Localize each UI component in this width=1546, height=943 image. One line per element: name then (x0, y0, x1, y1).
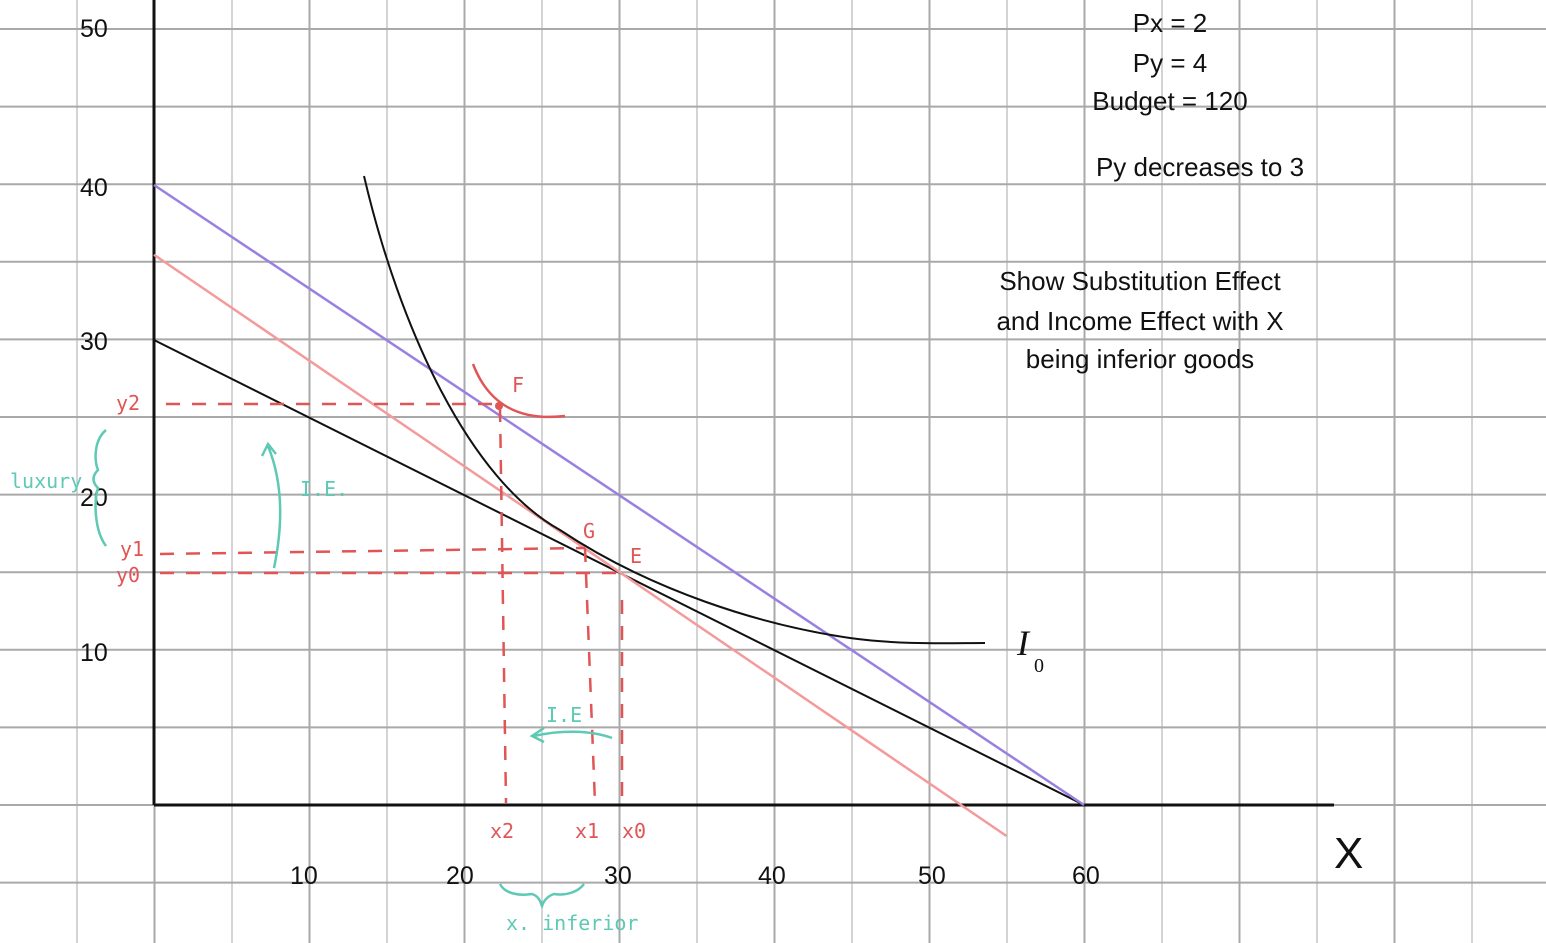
income-effect-arrow-horizontal (529, 726, 613, 744)
label-x2: x2 (490, 819, 514, 843)
point-label-e: E (630, 544, 642, 568)
x-inferior-brace (498, 883, 585, 910)
x-tick-label: 10 (290, 862, 318, 890)
x-tick-label: 30 (604, 862, 632, 890)
curve-label-subscript: 0 (1034, 655, 1044, 677)
label-y2: y2 (116, 391, 140, 415)
y-tick-label: 10 (80, 639, 108, 667)
compensated-budget-line (153, 253, 1008, 838)
note-task-line2: and Income Effect with X (996, 306, 1283, 336)
indifference-curve-fragment-f (471, 363, 566, 419)
label-y1: y1 (120, 537, 144, 561)
label-ie-horizontal: I.E (546, 703, 582, 727)
label-ie-vertical: I.E. (300, 477, 348, 501)
y-tick-label: 30 (80, 328, 108, 356)
curve-label-i0: I (1016, 623, 1031, 663)
indifference-curve-i0 (363, 175, 986, 645)
point-f-marker (495, 402, 503, 410)
new-budget-line (153, 183, 1085, 807)
note-budget: Budget = 120 (1092, 86, 1247, 116)
x-axis-label: X (1334, 829, 1363, 878)
point-label-g: G (583, 519, 595, 543)
label-x1: x1 (575, 819, 599, 843)
label-x-inferior: x. inferior (506, 911, 638, 935)
x-tick-label: 50 (918, 862, 946, 890)
note-py: Py = 4 (1133, 48, 1207, 78)
projection-lines (159, 402, 624, 804)
luxury-brace (92, 429, 108, 547)
note-change: Py decreases to 3 (1096, 152, 1304, 182)
label-luxury: luxury (10, 469, 82, 493)
x-tick-label: 40 (758, 862, 786, 890)
label-x0: x0 (622, 819, 646, 843)
y-tick-label: 20 (80, 484, 108, 512)
x-tick-label: 20 (446, 862, 474, 890)
y-tick-label: 40 (80, 174, 108, 202)
note-px: Px = 2 (1133, 8, 1207, 38)
note-task-line1: Show Substitution Effect (999, 266, 1281, 296)
label-y0: y0 (116, 563, 140, 587)
x-tick-label: 60 (1072, 862, 1100, 890)
y-tick-label: 50 (80, 15, 108, 43)
point-label-f: F (512, 373, 524, 397)
note-task-line3: being inferior goods (1026, 344, 1254, 374)
income-effect-arrow-vertical (260, 441, 282, 569)
